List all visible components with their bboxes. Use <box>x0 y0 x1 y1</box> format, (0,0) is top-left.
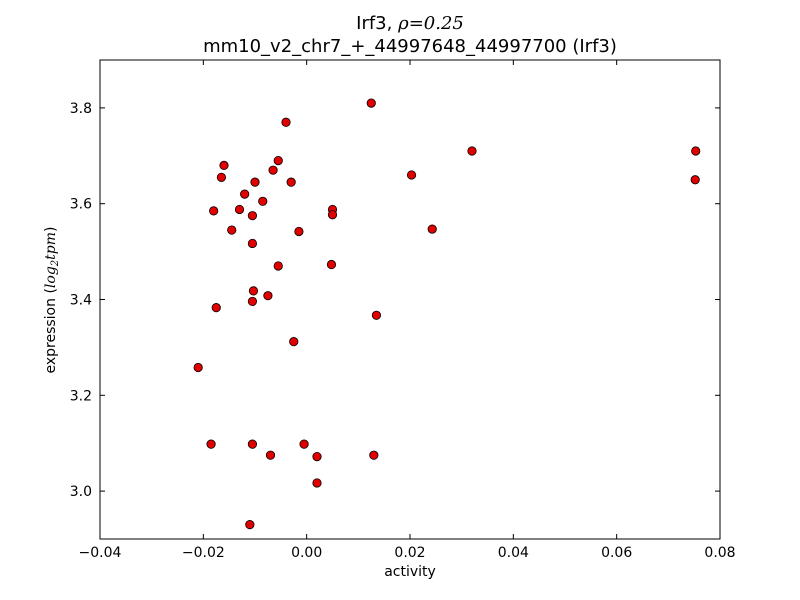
chart-title-rho-value: =0.25 <box>409 13 464 34</box>
chart-title: Irf3, ρ=0.25 <box>356 13 464 34</box>
data-point <box>691 146 701 156</box>
data-point <box>286 177 296 187</box>
data-point <box>299 439 309 449</box>
data-point <box>281 117 291 127</box>
chart-title-gene: Irf3, <box>356 13 398 34</box>
data-point <box>216 172 227 182</box>
y-axis-label-sub: 2 <box>50 260 61 267</box>
data-point <box>326 259 337 270</box>
data-point <box>247 238 258 249</box>
data-point <box>234 204 245 215</box>
data-point <box>250 177 260 187</box>
data-point <box>245 520 255 530</box>
x-tick-label: 0.04 <box>498 545 529 561</box>
x-tick-label: 0.02 <box>394 545 425 561</box>
data-point <box>265 450 276 460</box>
data-point <box>209 206 219 216</box>
y-tick-label: 3.4 <box>70 293 92 309</box>
x-tick-label: 0.00 <box>291 545 322 561</box>
x-tick-label: 0.08 <box>704 545 735 561</box>
data-point <box>247 439 258 449</box>
data-point <box>193 362 203 373</box>
y-tick-label: 3.8 <box>70 101 92 117</box>
data-point <box>227 225 237 235</box>
y-axis-label-math2: tpm <box>43 232 59 260</box>
x-axis-label: activity <box>384 564 436 580</box>
data-point <box>248 286 259 296</box>
x-tick-label: 0.06 <box>601 545 632 561</box>
data-point <box>312 478 322 488</box>
y-tick-label: 3.0 <box>70 484 92 500</box>
data-point <box>211 303 221 313</box>
x-tick-label: −0.02 <box>182 545 225 561</box>
data-point <box>247 211 258 221</box>
data-point <box>427 224 437 234</box>
chart-subtitle: mm10_v2_chr7_+_44997648_44997700 (Irf3) <box>203 36 617 57</box>
y-axis-label-math: log <box>43 266 59 288</box>
data-point <box>263 291 273 301</box>
data-point <box>240 189 250 199</box>
data-point <box>294 226 304 237</box>
x-axis: −0.04 −0.02 0.00 0.02 0.04 0.06 0.08 <box>79 60 736 561</box>
data-point <box>273 155 283 166</box>
data-point <box>247 296 258 307</box>
y-tick-label: 3.6 <box>70 197 92 213</box>
data-point <box>366 98 376 108</box>
chart-title-rho-symbol: ρ <box>397 13 409 34</box>
data-point <box>406 170 417 180</box>
plot-frame <box>99 59 721 540</box>
data-point <box>371 310 382 320</box>
points-layer <box>193 98 701 530</box>
data-point <box>690 175 700 185</box>
data-point <box>467 146 477 156</box>
data-point <box>206 439 216 449</box>
y-axis-label: expression (log2tpm) <box>43 226 61 373</box>
data-point <box>289 337 299 347</box>
x-tick-label: −0.04 <box>79 545 122 561</box>
data-point <box>219 160 229 170</box>
data-point <box>268 165 278 175</box>
y-tick-label: 3.2 <box>70 388 92 404</box>
data-point <box>369 450 379 460</box>
y-axis-label-suffix: ) <box>43 226 59 231</box>
data-point <box>327 210 338 220</box>
data-point <box>273 261 283 271</box>
y-axis-label-prefix: expression ( <box>43 288 59 373</box>
y-axis: 3.0 3.2 3.4 3.6 3.8 <box>70 101 720 500</box>
data-point <box>258 196 268 206</box>
data-point <box>312 452 322 462</box>
